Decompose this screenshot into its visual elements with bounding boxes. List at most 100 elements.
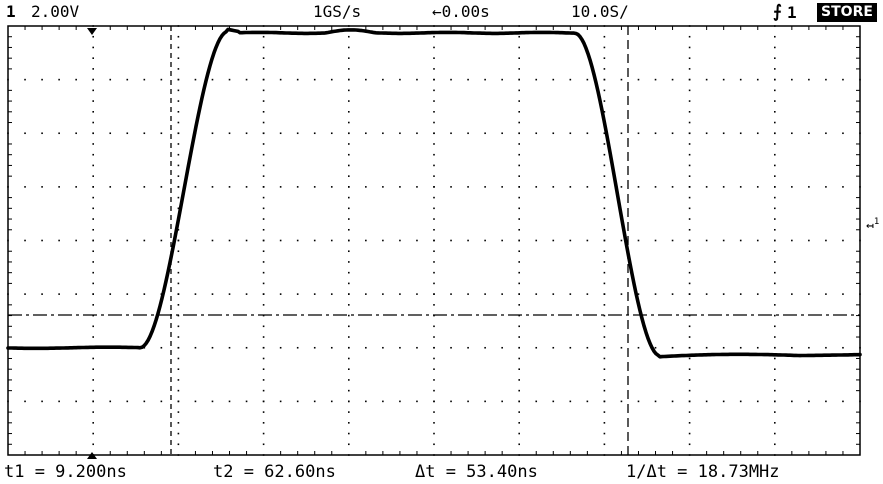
grid-dot: [399, 400, 401, 403]
grid-dot: [859, 186, 861, 188]
grid-dot: [603, 250, 606, 253]
rising-edge-icon: ⨍: [773, 2, 782, 22]
grid-dot: [671, 400, 674, 403]
grid-dot: [774, 336, 776, 338]
grid-dot: [109, 400, 112, 403]
grid-dot: [603, 411, 606, 413]
grid-dot: [603, 304, 606, 306]
grid-dot: [194, 346, 197, 349]
grid-dot: [177, 121, 180, 124]
grid-dot: [586, 132, 589, 135]
grid-dot: [688, 175, 691, 177]
grid-dot: [774, 153, 776, 156]
grid-dot: [399, 293, 401, 295]
grid-dot: [859, 78, 861, 81]
grid-dot: [774, 346, 776, 349]
grid-dot: [518, 57, 520, 59]
grid-dot: [7, 78, 9, 81]
grid-dot: [92, 186, 94, 188]
grid-dot: [603, 228, 606, 231]
grid-dot: [262, 164, 265, 167]
grid-dot: [842, 293, 844, 295]
grid-dot: [774, 379, 776, 381]
grid-dot: [552, 293, 555, 295]
grid-dot: [348, 250, 350, 253]
grid-dot: [416, 400, 418, 403]
grid-dot: [177, 282, 180, 285]
grid-dot: [245, 186, 248, 188]
grid-dot: [467, 346, 469, 349]
grid-dot: [177, 357, 180, 360]
grid-dot: [433, 271, 435, 274]
grid-dot: [535, 78, 538, 81]
grid-dot: [262, 78, 265, 81]
grid-dot: [518, 389, 520, 392]
grid-dot: [245, 78, 248, 81]
grid-dot: [484, 132, 486, 135]
grid-dot: [92, 111, 94, 113]
grid-dot: [688, 153, 691, 156]
grid-dot: [433, 411, 435, 413]
grid-dot: [433, 228, 435, 231]
grid-dot: [774, 218, 776, 220]
ground-arrow-icon: ↤: [866, 218, 874, 234]
grid-dot: [654, 78, 657, 81]
grid-dot: [348, 336, 350, 338]
grid-dot: [92, 271, 94, 274]
grid-dot: [433, 89, 435, 92]
grid-dot: [433, 25, 435, 27]
grid-dot: [382, 346, 384, 349]
grid-dot: [433, 400, 435, 403]
grid-dot: [211, 400, 214, 403]
grid-dot: [348, 411, 350, 413]
grid-dot: [808, 346, 810, 349]
grid-dot: [92, 196, 94, 199]
grid-dot: [41, 78, 43, 81]
grid-dot: [433, 111, 435, 113]
measurement-bar: t1 = 9.200ns t2 = 62.60ns Δt = 53.40ns 1…: [0, 458, 883, 484]
grid-dot: [177, 454, 180, 456]
channel-number: 1: [6, 2, 16, 21]
grid-dot: [688, 250, 691, 253]
grid-dot: [262, 57, 265, 59]
grid-dot: [296, 346, 299, 349]
grid-dot: [603, 368, 606, 370]
grid-dot: [859, 400, 861, 403]
grid-dot: [637, 132, 640, 135]
grid-dot: [739, 78, 742, 81]
grid-dot: [262, 218, 265, 220]
grid-dot: [501, 78, 503, 81]
grid-dot: [518, 293, 520, 295]
grid-dot: [620, 293, 623, 295]
grid-dot: [313, 132, 316, 135]
grid-dot: [92, 35, 94, 38]
grid-dot: [433, 422, 435, 424]
grid-dot: [450, 293, 452, 295]
grid-dot: [348, 368, 350, 370]
grid-dot: [416, 78, 418, 81]
grid-dot: [688, 228, 691, 231]
grid-dot: [774, 261, 776, 263]
grid-dot: [92, 57, 94, 59]
grid-dot: [399, 186, 401, 188]
grid-dot: [177, 46, 180, 49]
grid-dot: [774, 400, 776, 403]
grid-dot: [518, 164, 520, 167]
grid-dot: [518, 346, 520, 349]
grid-dot: [603, 314, 606, 317]
grid-dot: [330, 186, 333, 188]
grid-dot: [688, 411, 691, 413]
grid-dot: [433, 389, 435, 392]
grid-dot: [228, 78, 231, 81]
grid-dot: [603, 239, 606, 242]
grid-dot: [518, 218, 520, 220]
grid-dot: [92, 78, 94, 81]
grid-dot: [262, 250, 265, 253]
grid-dot: [348, 68, 350, 70]
grid-dot: [75, 239, 77, 242]
grid-dot: [518, 357, 520, 360]
grid-dot: [654, 346, 657, 349]
grid-dot: [262, 346, 265, 349]
grid-dot: [433, 78, 435, 81]
grid-dot: [348, 389, 350, 392]
